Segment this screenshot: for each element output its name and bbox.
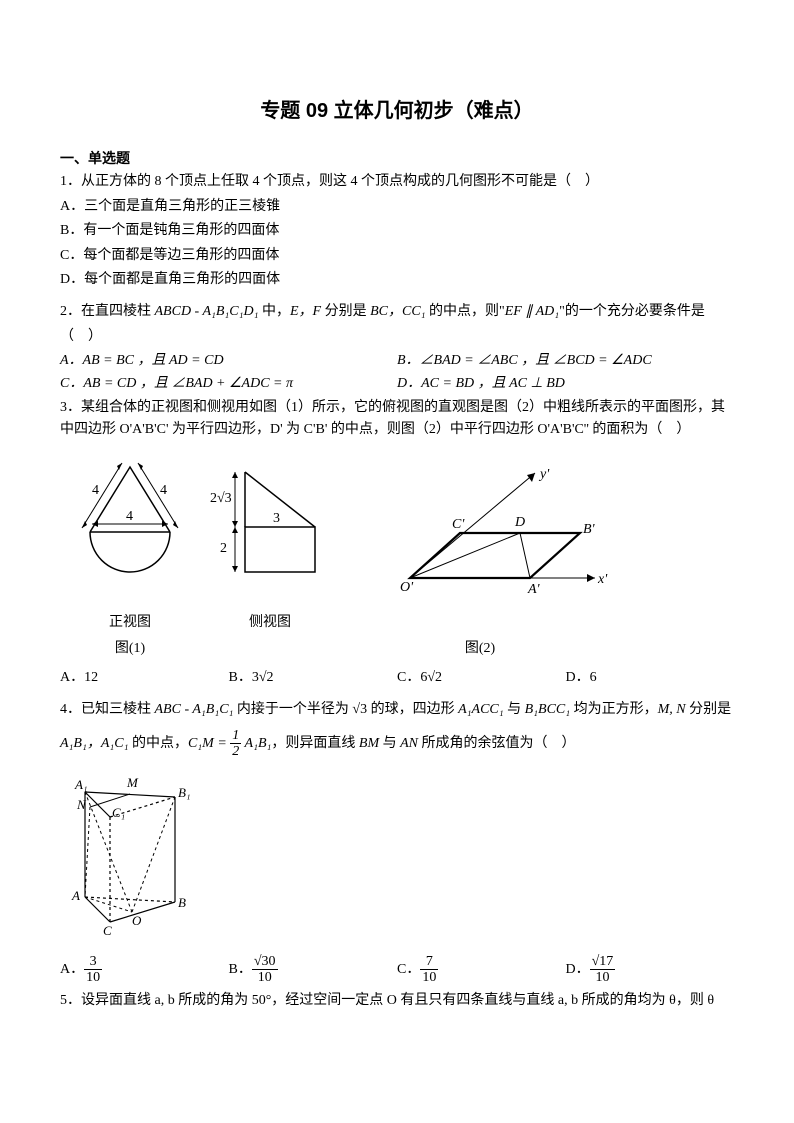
svg-text:y': y' xyxy=(538,467,550,482)
svg-text:3: 3 xyxy=(273,511,280,526)
q3-opt-a: A．12 xyxy=(60,667,229,689)
svg-text:A₁: A₁ xyxy=(74,777,87,792)
svg-text:O: O xyxy=(132,913,142,928)
svg-text:C: C xyxy=(103,923,112,937)
q4-opt-b: B．√3010 xyxy=(229,954,398,986)
q2-opts-row1: A．AB = BC ，且 AD = CD B．∠BAD = ∠ABC ，且 ∠B… xyxy=(60,350,734,372)
svg-text:C₁: C₁ xyxy=(112,805,125,820)
q2-opt-c: C．AB = CD ，且 ∠BAD + ∠ADC = π xyxy=(60,373,397,395)
fig-prism: A₁ B₁ C₁ M N A B C O xyxy=(60,767,734,945)
svg-text:2: 2 xyxy=(220,541,227,556)
svg-text:C': C' xyxy=(452,517,465,532)
section-header: 一、单选题 xyxy=(60,147,734,169)
svg-text:N: N xyxy=(76,797,87,812)
svg-text:O': O' xyxy=(400,580,414,595)
q4-line2: A₁B₁，A₁C₁ 的中点，C₁M = 12 A₁B₁，则异面直线 BM 与 A… xyxy=(60,728,734,760)
svg-text:4: 4 xyxy=(160,483,167,498)
svg-text:A: A xyxy=(71,888,80,903)
q3-opt-d: D．6 xyxy=(566,667,735,689)
q4-opt-a: A．310 xyxy=(60,954,229,986)
q2-opt-d: D．AC = BD ，且 AC ⊥ BD xyxy=(397,373,734,395)
q5-text: 5．设异面直线 a, b 所成的角为 50°，经过空间一定点 O 有且只有四条直… xyxy=(60,990,734,1012)
q2-opt-b: B．∠BAD = ∠ABC ，且 ∠BCD = ∠ADC xyxy=(397,350,734,372)
q1-opt-c: C．每个面都是等边三角形的四面体 xyxy=(60,245,734,267)
q4-options: A．310 B．√3010 C．710 D．√1710 xyxy=(60,954,734,986)
q3-opt-b: B．3√2 xyxy=(229,667,398,689)
q2-text: 2．在直四棱柱 ABCD - A₁B₁C₁D₁ 中，E，F 分别是 BC，CC₁… xyxy=(60,301,734,323)
q3-options: A．12 B．3√2 C．6√2 D．6 xyxy=(60,667,734,689)
fig-front-view: 4 4 4 正视图 xyxy=(60,452,200,635)
q2-opt-a: A．AB = BC ，且 AD = CD xyxy=(60,350,397,372)
q3-figures: 4 4 4 正视图 2√3 3 2 侧视图 xyxy=(60,452,734,635)
q3-fig-captions: 图(1) 图(2) xyxy=(60,638,734,660)
q3-text: 3．某组合体的正视图和侧视用如图（1）所示，它的俯视图的直观图是图（2）中粗线所… xyxy=(60,397,734,442)
q4-opt-d: D．√1710 xyxy=(566,954,735,986)
q1-opt-b: B．有一个面是钝角三角形的四面体 xyxy=(60,220,734,242)
q4-line1: 4．已知三棱柱 ABC - A₁B₁C₁ 内接于一个半径为 √3 的球，四边形 … xyxy=(60,699,734,721)
q4-opt-c: C．710 xyxy=(397,954,566,986)
side-view-caption: 侧视图 xyxy=(210,612,330,634)
q2-paren: （ ） xyxy=(60,326,734,348)
svg-text:4: 4 xyxy=(126,509,133,524)
fig-oblique: y' x' O' A' B' C' D xyxy=(380,458,610,634)
q1-opt-a: A．三个面是直角三角形的正三棱锥 xyxy=(60,196,734,218)
q3-opt-c: C．6√2 xyxy=(397,667,566,689)
svg-text:A': A' xyxy=(527,582,541,597)
page-title: 专题 09 立体几何初步（难点） xyxy=(60,95,734,127)
q1-opt-d: D．每个面都是直角三角形的四面体 xyxy=(60,269,734,291)
svg-text:2√3: 2√3 xyxy=(210,491,232,506)
q2-opts-row2: C．AB = CD ，且 ∠BAD + ∠ADC = π D．AC = BD ，… xyxy=(60,373,734,395)
svg-text:M: M xyxy=(126,775,139,790)
q1-text: 1．从正方体的 8 个顶点上任取 4 个顶点，则这 4 个顶点构成的几何图形不可… xyxy=(60,171,734,193)
svg-text:x': x' xyxy=(597,572,608,587)
svg-text:B₁: B₁ xyxy=(178,785,190,800)
front-view-caption: 正视图 xyxy=(60,612,200,634)
svg-text:D: D xyxy=(514,515,525,530)
svg-text:4: 4 xyxy=(92,483,99,498)
fig-side-view: 2√3 3 2 侧视图 xyxy=(210,452,330,635)
svg-text:B: B xyxy=(178,895,186,910)
svg-text:B': B' xyxy=(583,522,596,537)
